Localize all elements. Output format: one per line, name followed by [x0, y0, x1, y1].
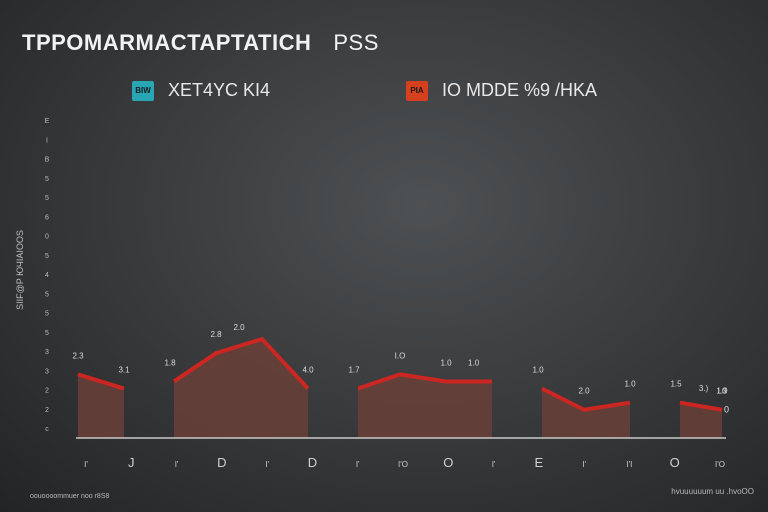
chart-title-suffix: PSS — [333, 30, 379, 55]
x-tick-label: I'O — [715, 460, 725, 469]
x-tick-label: D — [217, 455, 226, 470]
data-label: 1.5 — [670, 380, 682, 389]
y-tick-label: 2 — [45, 407, 49, 414]
data-label: 1.7 — [348, 366, 360, 375]
area-segment — [78, 374, 124, 438]
y-tick-label: 3 — [45, 349, 49, 356]
data-label: 1.0 — [440, 358, 452, 367]
y-tick-label: 0 — [45, 234, 49, 241]
y-tick-label: 2 — [45, 388, 49, 395]
y-tick-label: 6 — [45, 214, 49, 221]
series-line — [77, 372, 125, 391]
y-tick-label: 5 — [45, 176, 49, 183]
data-label: I.0 — [718, 387, 727, 396]
x-tick-label: I' — [356, 460, 360, 469]
y-tick-label: 3 — [45, 368, 49, 375]
legend-item-2: PIA IO MDDE %9 /HKA — [406, 80, 597, 101]
x-tick-label: I' — [84, 460, 88, 469]
legend-label-1: XET4YC KI4 — [168, 80, 271, 100]
x-tick-label: I' — [492, 460, 496, 469]
y-axis-label: SIIF@P ЮЧIAIOOS — [15, 230, 25, 310]
y-tick-label: I — [46, 137, 48, 144]
data-label: 3.) — [699, 384, 709, 393]
y-tick-label: E — [45, 118, 50, 125]
y-tick-label: 5 — [45, 311, 49, 318]
data-label: 1.0 — [468, 358, 480, 367]
x-tick-label: O — [443, 455, 453, 470]
data-label: 1.0 — [624, 380, 636, 389]
chart-title-text: TPPOMARMACTAPTATICH — [22, 30, 312, 55]
data-label: 3.1 — [118, 366, 130, 375]
x-tick-label: I' — [175, 460, 179, 469]
y-tick-label: 5 — [45, 253, 49, 260]
series-line — [679, 400, 723, 412]
area-segment — [174, 339, 308, 438]
series-line — [172, 337, 310, 390]
y-tick-label: 5 — [45, 195, 49, 202]
data-label: 2.3 — [72, 351, 84, 360]
x-tick-label: E — [535, 455, 544, 470]
legend-label-2: IO MDDE %9 /HKA — [442, 80, 598, 100]
y-tick-label: c — [45, 426, 49, 433]
series-line — [357, 372, 492, 391]
y-tick-label: 5 — [45, 291, 49, 298]
teal-chart-icon: BIW — [132, 80, 154, 101]
x-tick-label: D — [308, 455, 317, 470]
chart-title: TPPOMARMACTAPTATICH PSS — [22, 30, 379, 56]
data-label: 1.0 — [532, 366, 544, 375]
footer-left-note: oouoooommuer noo r8S8 — [30, 493, 110, 500]
data-label: 2.0 — [233, 323, 245, 332]
data-label: 1.8 — [164, 358, 176, 367]
x-tick-label: I' — [265, 460, 269, 469]
footer-right-note: hvuuuuuum uu .hvoOO — [671, 487, 754, 496]
data-label: I.O — [395, 351, 406, 360]
series-line — [541, 386, 631, 412]
y-tick-label: B — [45, 157, 50, 164]
x-tick-label: I'I — [626, 460, 632, 469]
x-tick-label: I'O — [398, 460, 408, 469]
data-label: 1.9 — [716, 387, 728, 396]
data-label: 2.0 — [578, 387, 590, 396]
data-label: 4.0 — [302, 366, 314, 375]
x-tick-label: O — [670, 455, 680, 470]
end-data-label: 0 — [724, 405, 729, 415]
orange-chart-icon: PIA — [406, 80, 428, 101]
area-segment — [680, 402, 722, 438]
y-tick-label: 4 — [45, 272, 49, 279]
x-tick-label: I' — [582, 460, 586, 469]
legend-item-1: BIW XET4YC KI4 — [132, 80, 270, 101]
data-label: 2.8 — [210, 330, 222, 339]
area-segment — [358, 374, 492, 438]
y-tick-label: 5 — [45, 330, 49, 337]
x-tick-label: J — [128, 455, 135, 470]
